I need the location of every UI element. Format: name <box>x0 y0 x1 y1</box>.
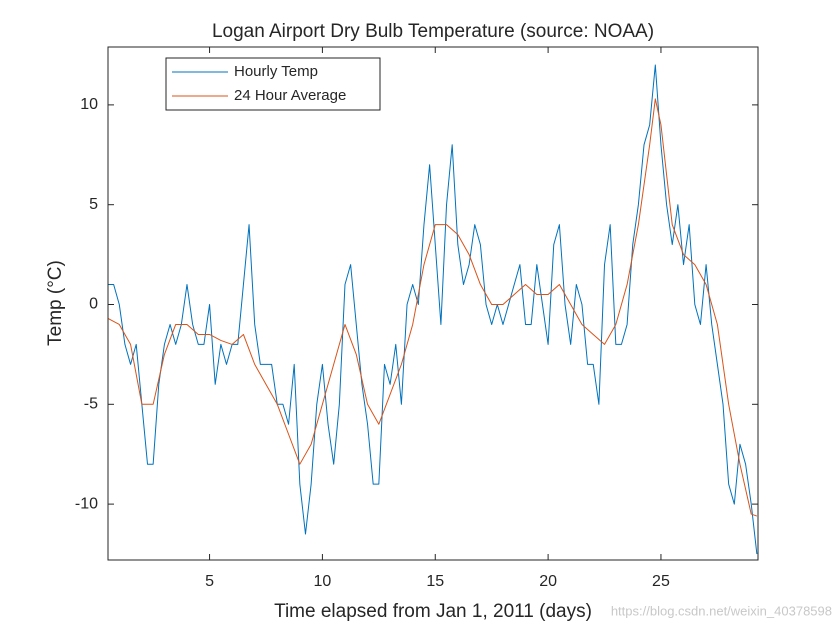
legend-label: Hourly Temp <box>234 63 318 80</box>
x-axis-label: Time elapsed from Jan 1, 2011 (days) <box>274 601 592 622</box>
legend-box <box>165 57 381 111</box>
data-line <box>108 64 758 555</box>
legend: Hourly Temp 24 Hour Average <box>165 57 381 111</box>
x-tick-label: 10 <box>314 573 332 590</box>
y-tick-label: -5 <box>84 396 98 413</box>
y-tick-label: 5 <box>89 196 98 213</box>
data-line <box>108 98 758 517</box>
legend-label: 24 Hour Average <box>234 87 346 104</box>
watermark: https://blog.csdn.net/weixin_40378598 <box>611 603 832 618</box>
x-tick-label: 25 <box>652 573 670 590</box>
y-tick-label: -10 <box>75 495 98 512</box>
plot-area <box>108 47 758 560</box>
y-axis-label: Temp (°C) <box>45 260 66 346</box>
x-tick-label: 20 <box>539 573 557 590</box>
x-tick-label: 5 <box>205 573 214 590</box>
axes-box <box>107 46 759 561</box>
x-tick-label: 15 <box>426 573 444 590</box>
y-tick-label: 0 <box>89 296 98 313</box>
y-tick-label: 10 <box>80 96 98 113</box>
chart-title: Logan Airport Dry Bulb Temperature (sour… <box>212 21 654 42</box>
